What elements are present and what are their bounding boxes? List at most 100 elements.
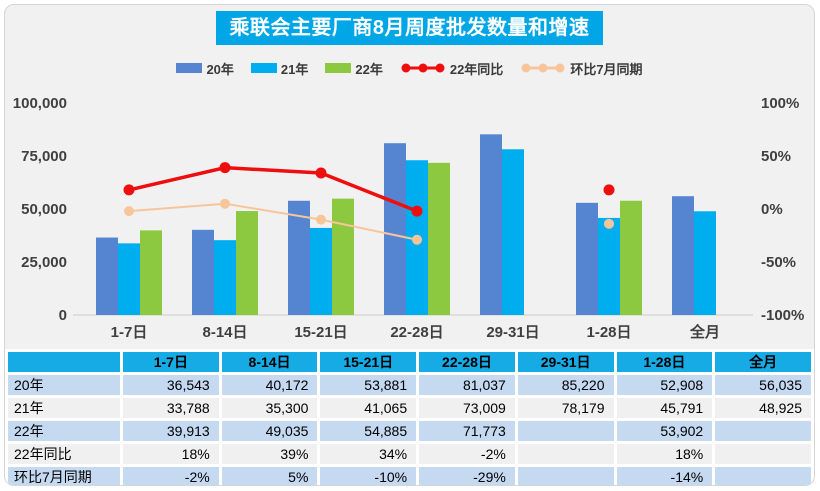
table-cell: -29% [419,467,515,485]
x-axis-label: 全月 [689,323,720,341]
x-axis-label: 22-28日 [390,324,443,341]
data-table-section: 1-7日 8-14日 15-21日 22-28日 29-31日 1-28日 全月 20年 36,… [5,349,814,485]
line-series-环比7月同期 [124,198,614,245]
y-axis-right-tick: 100% [761,95,799,112]
bar-22年-1-28日 [620,200,642,315]
table-cell [517,467,614,485]
x-axis-label: 1-7日 [111,324,148,341]
legend-item-21年: 21年 [250,59,309,78]
legend-label: 22年 [355,61,383,77]
legend-swatch-line [521,63,565,73]
table-cell: 53,902 [616,421,713,441]
table-header-cell: 15-21日 [320,352,417,372]
table-cell: 48,925 [715,398,811,418]
table-cell: 33,788 [123,398,219,418]
legend-label: 21年 [280,61,309,77]
table-cell [715,467,811,485]
legend-swatch-bar [176,63,203,73]
table-cell: 35,300 [221,398,318,418]
table-header-cell: 1-28日 [616,352,713,372]
table-row-21年: 21年 33,788 35,300 41,065 73,009 78,179 45,791 4… [8,398,811,418]
legend-item-环比7月同期: 环比7月同期 [520,59,643,78]
table-header-cell: 全月 [715,352,811,372]
bar-22年-8-14日 [236,211,258,315]
y-axis-right: 100% 50% 0% -50% -100% [761,95,804,324]
row-label: 21年 [8,398,120,418]
bar-21年-29-31日 [502,149,524,315]
y-axis-left: 100,000 75,000 50,000 25,000 0 [13,95,67,324]
table-cell: 53,881 [320,375,417,395]
table-cell: 73,009 [419,398,515,418]
x-axis-labels: 1-7日 8-14日 15-21日 22-28日 29-31日 1-28日 全月 [111,323,720,341]
table-cell: -2% [419,444,515,464]
table-cell: 81,037 [419,375,515,395]
row-label: 20年 [8,375,120,395]
legend-item-22年同比: 22年同比 [400,59,503,78]
title-bar: 乘联会主要厂商8月周度批发数量和增速 [5,11,814,45]
bar-20年-29-31日 [480,134,502,315]
table-cell: 39,913 [123,421,219,441]
table-header-cell: 8-14日 [221,352,318,372]
legend: 20年 21年 22年 22年同比 环比7月同期 [5,57,814,79]
bar-20年-22-28日 [384,143,406,315]
table-cell: 39% [221,444,318,464]
bar-20年-8-14日 [192,229,214,315]
bar-22年-15-21日 [332,198,354,315]
marker-环比7月同期-1-7日 [124,206,134,217]
bar-20年-1-28日 [576,202,598,315]
marker-环比7月同期-15-21日 [316,214,326,225]
row-label: 22年同比 [8,444,120,464]
table-cell: 34% [320,444,417,464]
row-label: 环比7月同期 [8,467,120,485]
table-header-cell: 29-31日 [517,352,614,372]
marker-环比7月同期-1-28日 [604,218,614,229]
y-axis-right-tick: -50% [761,254,796,271]
table-cell [715,421,811,441]
table-row-环比7月同期: 环比7月同期 -2% 5% -10% -29% -14% [8,467,811,485]
marker-22年同比-1-28日 [603,184,615,196]
table-cell: 52,908 [616,375,713,395]
table-row-22年: 22年 39,913 49,035 54,885 71,773 53,902 [8,421,811,441]
table-cell: 45,791 [616,398,713,418]
table-cell: 85,220 [517,375,614,395]
marker-环比7月同期-22-28日 [412,234,422,245]
table-cell: -10% [320,467,417,485]
x-axis-label: 8-14日 [202,324,247,341]
line-path-环比7月同期 [128,202,418,241]
legend-swatch-bar [325,63,352,73]
table-cell: 5% [221,467,318,485]
bar-20年-15-21日 [288,200,310,315]
chart-card: 乘联会主要厂商8月周度批发数量和增速 20年 21年 22年 22年同比 环比7月同期 … [4,4,815,486]
marker-22年同比-22-28日 [411,205,423,217]
bar-21年-8-14日 [214,240,236,315]
line-path-22年同比 [128,165,418,213]
x-axis-label: 1-28日 [586,324,631,341]
marker-环比7月同期-8-14日 [220,198,230,209]
bar-21年-1-7日 [118,243,140,315]
bar-21年-1-28日 [598,217,620,315]
table-row-22年同比: 22年同比 18% 39% 34% -2% 18% [8,444,811,464]
y-axis-right-tick: 50% [761,148,791,165]
table-cell [715,444,811,464]
combo-chart: 100,000 75,000 50,000 25,000 0 100% 50% 0% -50% -… [5,75,814,347]
marker-22年同比-15-21日 [315,167,327,179]
marker-22年同比-1-7日 [123,184,135,196]
marker-22年同比-8-14日 [219,162,231,174]
y-axis-right-tick: -100% [761,307,804,324]
line-series-22年同比 [123,162,615,217]
bar-series-20年 [96,134,694,315]
table-cell: 18% [616,444,713,464]
legend-item-20年: 20年 [176,59,234,78]
bar-20年-1-7日 [96,237,118,315]
legend-item-22年: 22年 [325,59,383,78]
data-table: 1-7日 8-14日 15-21日 22-28日 29-31日 1-28日 全月 20年 36,… [5,349,814,485]
bar-22年-22-28日 [428,162,450,315]
bar-22年-1-7日 [140,230,162,315]
table-header-corner [8,352,120,372]
y-axis-left-tick: 100,000 [13,95,67,112]
x-axis-label: 29-31日 [486,324,539,341]
table-cell: 18% [123,444,219,464]
bar-21年-全月 [694,211,716,315]
table-cell: 54,885 [320,421,417,441]
table-cell: -2% [123,467,219,485]
